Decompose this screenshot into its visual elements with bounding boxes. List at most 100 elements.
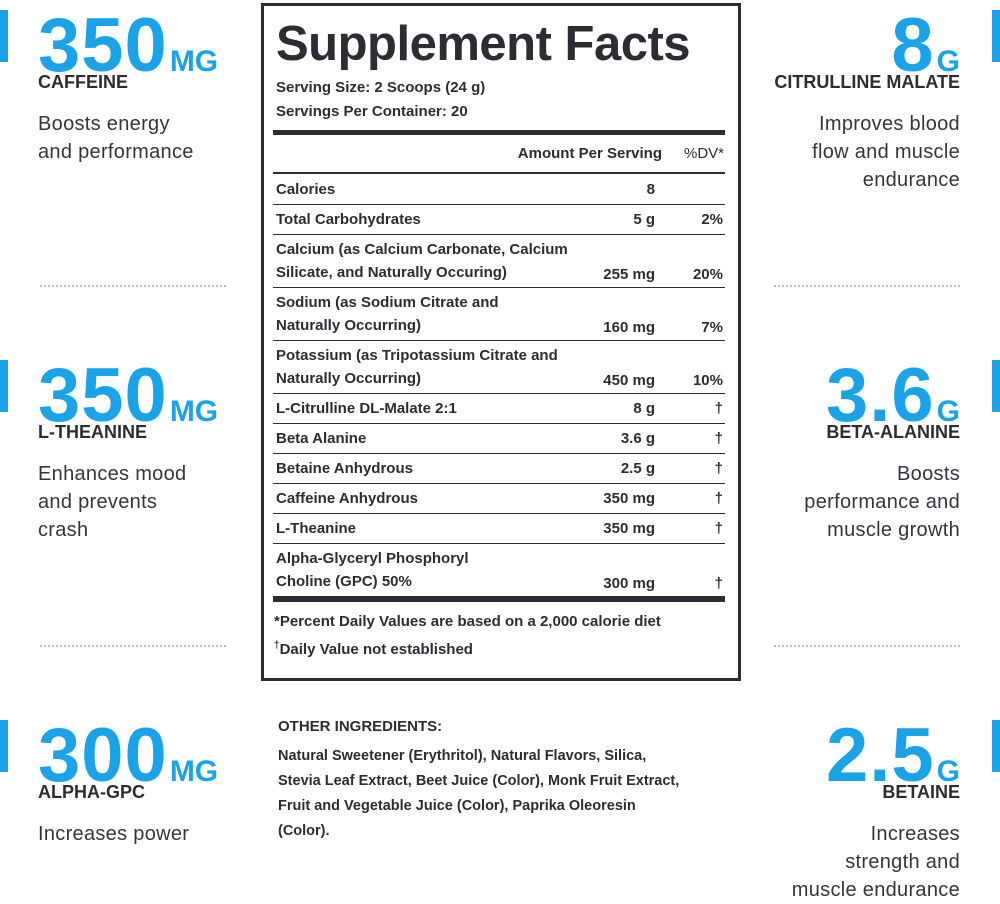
other-ingredients-heading: OTHER INGREDIENTS: <box>278 718 443 735</box>
dotted-divider <box>40 285 226 287</box>
accent-bar <box>992 360 1000 412</box>
feature-name: CAFFEINE <box>38 72 128 92</box>
serving-size: Serving Size: 2 Scoops (24 g) <box>276 79 486 96</box>
amount-unit: MG <box>169 45 219 78</box>
feature-amount: 350MG <box>38 358 218 434</box>
facts-row: Calcium (as Calcium Carbonate, Calcium Si… <box>273 235 725 288</box>
feature-description: muscle growth <box>827 519 960 541</box>
nutrient-name: Alpha-Glyceryl Phosphoryl <box>276 550 469 567</box>
nutrient-dv: † <box>714 575 723 592</box>
nutrient-amount: 3.6 g <box>620 430 655 447</box>
feature-name: L-THEANINE <box>38 422 147 442</box>
servings-per-container: Servings Per Container: 20 <box>276 103 468 120</box>
facts-row: Betaine Anhydrous 2.5 g † <box>273 454 725 484</box>
amount-unit: G <box>936 395 960 428</box>
facts-panel <box>261 3 741 681</box>
feature-description: strength and <box>845 851 960 873</box>
amount-unit: MG <box>169 395 219 428</box>
facts-row: Sodium (as Sodium Citrate and Naturally O… <box>273 288 725 341</box>
accent-bar <box>0 10 8 62</box>
feature-description: endurance <box>862 169 960 191</box>
nutrient-name: Betaine Anhydrous <box>276 460 413 477</box>
nutrient-name: Beta Alanine <box>276 430 367 447</box>
facts-row: Caffeine Anhydrous 350 mg † <box>273 484 725 514</box>
feature-description: Increases <box>870 823 960 845</box>
other-ingredients-line: Stevia Leaf Extract, Beet Juice (Color),… <box>278 773 680 789</box>
nutrient-dv: 20% <box>692 266 723 283</box>
feature-amount: 350MG <box>38 8 218 84</box>
amount-number: 8 <box>891 3 935 88</box>
row-rule <box>273 543 725 544</box>
other-ingredients-line: Fruit and Vegetable Juice (Color), Papri… <box>278 798 636 814</box>
feature-description: Enhances mood <box>38 463 187 485</box>
facts-row: Beta Alanine 3.6 g † <box>273 424 725 454</box>
header-amount: Amount Per Serving <box>517 145 662 162</box>
feature-amount: 3.6G <box>826 358 960 434</box>
nutrient-name: Naturally Occurring) <box>276 370 422 387</box>
amount-number: 300 <box>38 713 168 798</box>
row-rule <box>273 393 725 394</box>
nutrient-dv: 10% <box>692 372 723 389</box>
feature-amount: 300MG <box>38 718 218 794</box>
footnote-dv: *Percent Daily Values are based on a 2,0… <box>274 613 661 630</box>
nutrient-amount: 450 mg <box>603 372 655 389</box>
header-dv: %DV* <box>683 145 724 162</box>
feature-description: Improves blood <box>819 113 960 135</box>
nutrient-name: Potassium (as Tripotassium Citrate and <box>276 347 558 364</box>
feature-description: performance and <box>804 491 960 513</box>
nutrient-dv: 7% <box>701 319 723 336</box>
footnote-dagger: †Daily Value not established <box>274 640 473 658</box>
feature-name: BETAINE <box>882 782 960 802</box>
feature-description: Increases power <box>38 823 190 845</box>
nutrient-amount: 5 g <box>633 211 655 228</box>
feature-amount: 2.5G <box>826 718 960 794</box>
feature-description: and prevents <box>38 491 158 513</box>
nutrient-amount: 255 mg <box>603 266 655 283</box>
accent-bar <box>992 720 1000 772</box>
accent-bar <box>992 10 1000 62</box>
amount-unit: G <box>936 755 960 788</box>
dagger-mark: † <box>274 640 280 651</box>
nutrient-amount: 160 mg <box>603 319 655 336</box>
feature-name: BETA-ALANINE <box>826 422 960 442</box>
dotted-divider <box>40 645 226 647</box>
nutrient-amount: 350 mg <box>603 520 655 537</box>
feature-name: ALPHA-GPC <box>38 782 145 802</box>
feature-description: muscle endurance <box>791 879 960 901</box>
facts-row: L-Citrulline DL-Malate 2:1 8 g † <box>273 394 725 424</box>
nutrient-name: Sodium (as Sodium Citrate and <box>276 294 499 311</box>
nutrient-dv: † <box>714 520 723 537</box>
nutrient-name: Naturally Occurring) <box>276 317 422 334</box>
row-rule <box>273 340 725 341</box>
feature-name: CITRULLINE MALATE <box>774 72 960 92</box>
nutrient-dv: † <box>714 490 723 507</box>
nutrient-amount: 8 <box>646 181 655 198</box>
feature-description: Boosts energy <box>38 113 170 135</box>
feature-description: flow and muscle <box>812 141 960 163</box>
nutrient-amount: 2.5 g <box>620 460 655 477</box>
nutrient-name: Calories <box>276 181 336 198</box>
dotted-divider <box>774 645 960 647</box>
facts-title: Supplement Facts <box>276 17 691 71</box>
dagger-text: Daily Value not established <box>279 641 473 658</box>
accent-bar <box>0 720 8 772</box>
feature-amount: 8G <box>891 8 960 84</box>
thick-rule <box>273 130 725 135</box>
row-rule <box>273 453 725 454</box>
nutrient-name: L-Citrulline DL-Malate 2:1 <box>276 400 457 417</box>
accent-bar <box>0 360 8 412</box>
amount-number: 2.5 <box>826 713 935 798</box>
facts-row: Total Carbohydrates 5 g 2% <box>273 205 725 235</box>
amount-unit: G <box>936 45 960 78</box>
nutrient-name: L-Theanine <box>276 520 357 537</box>
row-rule <box>273 483 725 484</box>
nutrient-dv: † <box>714 460 723 477</box>
facts-row: L-Theanine 350 mg † <box>273 514 725 544</box>
nutrient-name: Choline (GPC) 50% <box>276 573 412 590</box>
nutrient-dv: † <box>714 430 723 447</box>
amount-number: 3.6 <box>826 353 935 438</box>
nutrient-amount: 350 mg <box>603 490 655 507</box>
row-rule <box>273 287 725 288</box>
amount-number: 350 <box>38 353 168 438</box>
